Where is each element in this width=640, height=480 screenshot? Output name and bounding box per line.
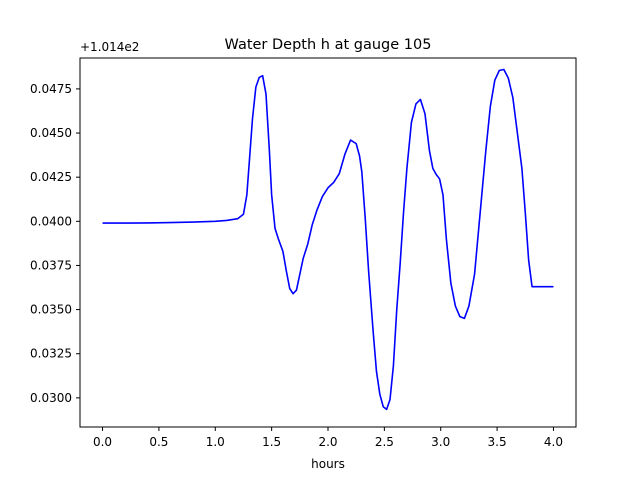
x-tick-label: 3.0 [431, 435, 450, 449]
y-tick-label: 0.0425 [30, 170, 72, 184]
y-tick-label: 0.0375 [30, 258, 72, 272]
y-tick-label: 0.0475 [30, 82, 72, 96]
x-tick-label: 1.0 [206, 435, 225, 449]
y-tick-label: 0.0350 [30, 303, 72, 317]
y-tick-label: 0.0300 [30, 391, 72, 405]
x-tick-label: 2.0 [318, 435, 337, 449]
x-tick-label: 2.5 [375, 435, 394, 449]
series-line-0 [102, 68, 554, 411]
x-tick-label: 0.0 [93, 435, 112, 449]
y-tick-label: 0.0450 [30, 126, 72, 140]
chart-title: Water Depth h at gauge 105 [225, 37, 432, 53]
y-axis: 0.0300 0.0325 0.0350 0.0375 0.0400 0.0425 0.04… [30, 82, 80, 405]
y-tick-label: 0.0325 [30, 347, 72, 361]
x-axis: 0.0 0.5 1.0 1.5 2.0 2.5 3.0 3.5 4.0 [93, 427, 563, 449]
y-tick-label: 0.0400 [30, 214, 72, 228]
x-tick-label: 1.5 [262, 435, 281, 449]
x-tick-label: 0.5 [149, 435, 168, 449]
y-offset-label: +1.014e2 [80, 40, 139, 54]
plot-area [79, 57, 577, 428]
x-axis-label: hours [311, 457, 345, 471]
plot-frame [79, 57, 577, 428]
x-tick-label: 4.0 [544, 435, 563, 449]
x-tick-label: 3.5 [488, 435, 507, 449]
